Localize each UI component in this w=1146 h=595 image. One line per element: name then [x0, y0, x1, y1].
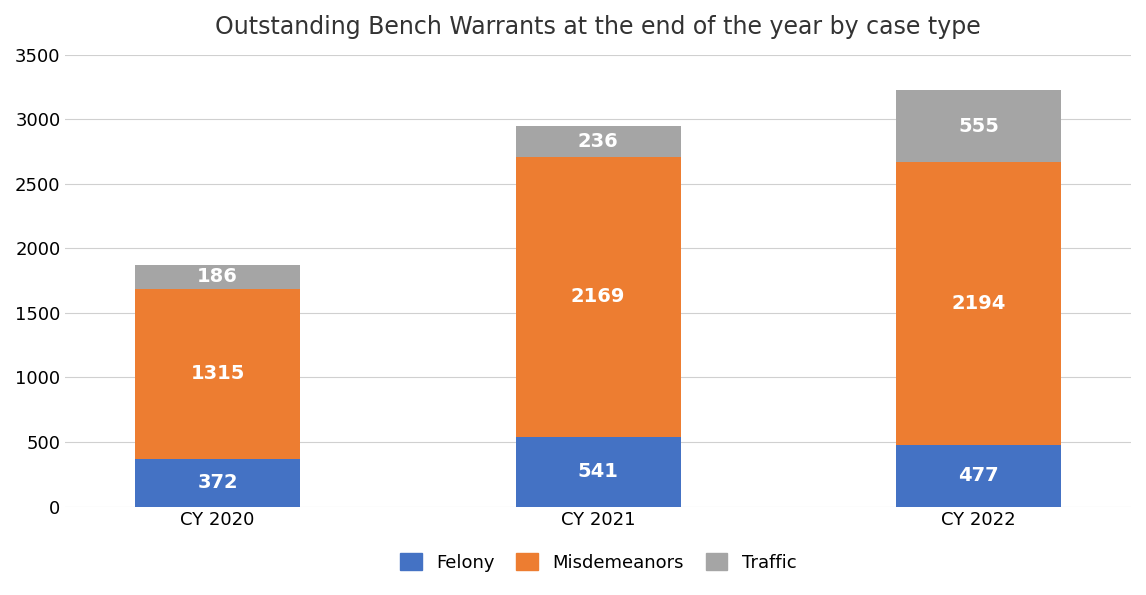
Legend: Felony, Misdemeanors, Traffic: Felony, Misdemeanors, Traffic	[393, 546, 803, 579]
Bar	[135, 265, 300, 289]
Bar	[516, 157, 681, 437]
Text: 236: 236	[578, 132, 619, 151]
Text: 2194: 2194	[951, 294, 1006, 313]
Text: 372: 372	[197, 473, 238, 492]
Text: 541: 541	[578, 462, 619, 481]
Bar	[516, 437, 681, 506]
Text: 186: 186	[197, 267, 238, 286]
Bar	[896, 445, 1061, 506]
Bar	[896, 162, 1061, 445]
Bar	[135, 459, 300, 506]
Text: 2169: 2169	[571, 287, 626, 306]
Text: 1315: 1315	[190, 364, 245, 383]
Text: 555: 555	[958, 117, 999, 136]
Text: 477: 477	[958, 466, 999, 486]
Title: Outstanding Bench Warrants at the end of the year by case type: Outstanding Bench Warrants at the end of…	[215, 15, 981, 39]
Bar	[896, 90, 1061, 162]
Bar	[516, 126, 681, 157]
Bar	[135, 289, 300, 459]
